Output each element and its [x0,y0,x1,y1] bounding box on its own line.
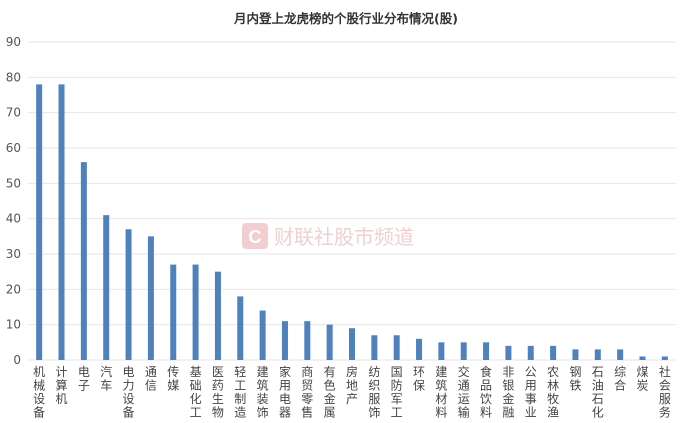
y-tick-label: 10 [6,318,21,332]
x-tick-label: 公用事业 [525,365,537,420]
x-tick-label: 通信 [145,365,157,393]
y-tick-label: 70 [6,106,21,120]
bar [58,84,65,361]
x-tick-label: 食品饮料 [480,364,492,420]
x-tick-label: 商贸零售 [301,364,313,420]
bar [460,342,467,360]
x-tick-label: 建筑装饰 [257,365,269,420]
bar [393,335,400,360]
x-tick-label: 传媒 [167,364,179,393]
x-tick-label: 汽车 [100,364,112,393]
bar [147,236,154,360]
bar [438,342,445,360]
x-tick-label: 非银金融 [502,365,514,420]
x-tick-label: 家用电器 [279,364,291,420]
bar [281,321,288,360]
bar [416,338,423,360]
x-tick-label: 石油石化 [592,365,604,420]
bar [80,162,87,360]
x-tick-label: 钢铁 [569,365,581,393]
x-tick-label: 交通运输 [458,364,470,420]
svg-text:C: C [249,227,262,247]
x-tick-label: 电子 [78,365,90,393]
bar [550,345,557,360]
x-tick-label: 房地产 [346,364,358,406]
x-tick-label: 医药生物 [212,365,224,420]
bar [192,264,199,360]
bar [505,345,512,360]
x-tick-label: 轻工制造 [234,365,246,420]
bar [639,356,646,360]
watermark-logo-icon: C 财联社股市频道 [242,223,414,249]
bar [36,84,43,361]
y-tick-label: 40 [6,212,21,226]
bar [103,215,110,360]
x-tick-label: 电力设备 [123,365,135,420]
x-tick-label: 农林牧渔 [547,365,559,420]
bar [349,328,355,360]
y-tick-label: 30 [6,247,21,261]
x-tick-label: 国防军工 [391,365,403,420]
bar [617,349,624,360]
watermark: C 财联社股市频道 [240,221,470,251]
y-tick-label: 60 [6,141,21,155]
y-tick-label: 0 [13,353,21,367]
x-tick-label: 建筑材料 [435,365,447,420]
x-tick-label: 机械设备 [33,365,45,420]
y-tick-label: 20 [6,282,21,296]
x-tick-label: 计算机 [56,365,68,406]
bar [304,321,311,360]
chart-title: 月内登上龙虎榜的个股行业分布情况(股) [234,11,458,26]
bar [326,324,333,360]
y-tick-label: 80 [6,70,21,84]
x-tick-label: 有色金属 [324,365,336,420]
bar [661,356,668,360]
bar [125,229,132,360]
bar [371,335,378,360]
x-tick-label: 纺织服饰 [368,365,380,420]
bar [572,349,579,360]
bar [527,345,534,360]
x-tick-label: 综合 [614,365,626,393]
bar [170,264,177,360]
bar [214,271,221,360]
x-tick-label: 基础化工 [190,365,202,420]
y-tick-label: 50 [6,176,21,190]
svg-text:财联社股市频道: 财联社股市频道 [274,225,414,249]
bar [237,296,244,360]
bar [594,349,601,360]
x-tick-label: 环保 [413,365,425,393]
y-tick-label: 90 [6,35,21,49]
bar [483,342,490,360]
x-tick-label: 社会服务 [659,364,671,420]
x-tick-label: 煤炭 [636,365,648,393]
bar [259,310,266,360]
